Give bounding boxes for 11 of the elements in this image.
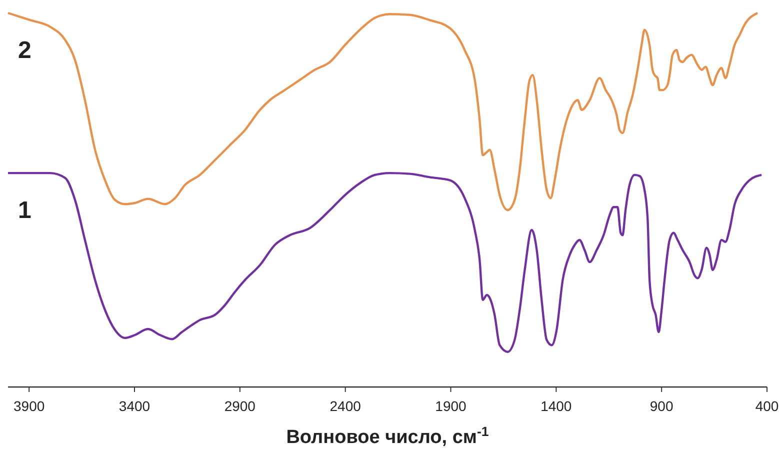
x-tick-label: 400: [755, 398, 779, 414]
x-tick-label: 3900: [14, 398, 45, 414]
x-tick-label: 900: [650, 398, 674, 414]
series-label: 2: [18, 37, 32, 64]
x-axis-title: Волновое число, см$^{-1}$: [286, 424, 490, 448]
x-tick-label: 2400: [330, 398, 362, 414]
series-label: 1: [18, 197, 32, 224]
x-tick-label: 1400: [540, 398, 572, 414]
x-tick-label: 2900: [224, 398, 256, 414]
x-tick-label: 1900: [435, 398, 467, 414]
x-tick-label: 3400: [118, 398, 150, 414]
